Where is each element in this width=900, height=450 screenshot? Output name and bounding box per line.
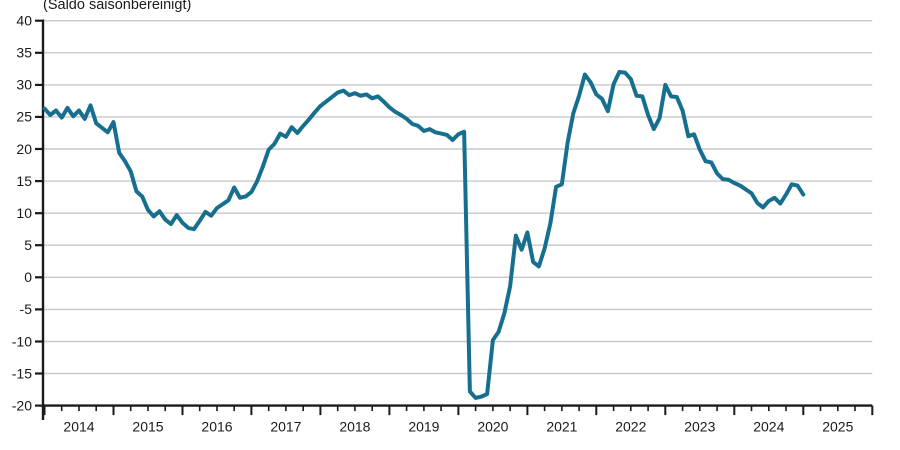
y-tick-label: 15 (16, 173, 32, 189)
gridlines (43, 20, 873, 375)
x-year-label: 2017 (270, 419, 301, 435)
y-tick-label: 40 (16, 13, 32, 29)
x-year-label: 2014 (63, 419, 94, 435)
x-year-label: 2022 (615, 419, 646, 435)
x-year-label: 2020 (477, 419, 508, 435)
y-tick-label: -5 (20, 301, 33, 317)
x-year-label: 2015 (132, 419, 163, 435)
y-tick-label: 25 (16, 109, 32, 125)
y-tick-label: 20 (16, 141, 32, 157)
axis-ticks (35, 19, 874, 416)
chart-title: (Saldo saisonbereinigt) (43, 0, 191, 13)
x-year-label: 2021 (546, 419, 577, 435)
y-tick-label: 5 (24, 237, 32, 253)
y-tick-label: 30 (16, 77, 32, 93)
x-year-label: 2025 (822, 419, 853, 435)
y-tick-label: 10 (16, 205, 32, 221)
x-year-label: 2024 (753, 419, 784, 435)
x-year-label: 2016 (201, 419, 232, 435)
data-series (42, 70, 806, 400)
y-tick-label: -15 (12, 365, 32, 381)
x-year-label: 2019 (408, 419, 439, 435)
y-tick-label: -10 (12, 333, 32, 349)
y-tick-label: 35 (16, 45, 32, 61)
series-line (42, 70, 806, 400)
y-tick-label: -20 (12, 397, 32, 413)
x-year-label: 2018 (339, 419, 370, 435)
x-year-label: 2023 (684, 419, 715, 435)
y-tick-label: 0 (24, 269, 32, 285)
